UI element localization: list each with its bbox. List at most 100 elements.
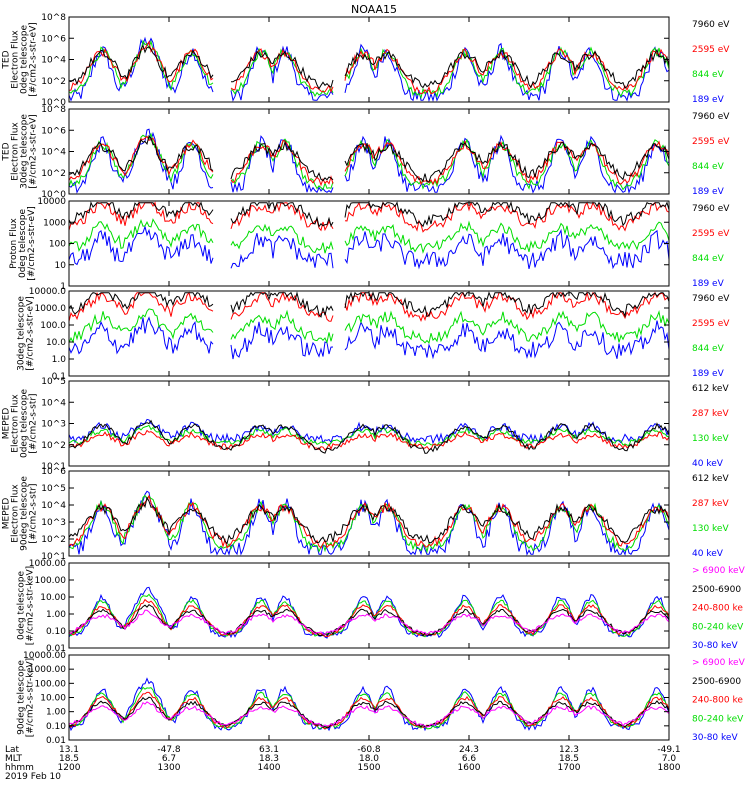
x-tick-label: 18.3 (259, 754, 279, 764)
y-axis-label: Electron Flux (11, 30, 21, 89)
plot-frame (68, 200, 670, 287)
legend-entry: 189 eV (692, 279, 725, 289)
legend-entry: 844 eV (692, 162, 725, 172)
series-line-black (68, 44, 670, 90)
y-tick-label: 1000.0 (35, 304, 67, 314)
y-tick-label: 10^6 (41, 126, 66, 136)
y-tick-label: 1000 (43, 218, 66, 228)
legend-entry: 189 eV (692, 95, 725, 105)
panel-2: 10^0 10^2 10^4 10^6 10^8 TED Electron Flux 30de… (2, 105, 731, 200)
y-axis-label: Electron Flux (11, 484, 21, 543)
y-axis-label: MEPED (2, 408, 12, 440)
legend-entry: 40 keV (692, 549, 724, 559)
y-tick-label: 0.10 (46, 627, 66, 637)
panel-1: 10^0 10^2 10^4 10^6 10^8 TED Electron Flux 0deg… (2, 13, 731, 108)
series-line-red (68, 200, 670, 233)
y-tick-label: 1 (60, 282, 66, 292)
y-tick-label: 10^1 (41, 552, 66, 562)
x-tick-label: 1800 (658, 763, 681, 773)
x-tick-label: 18.5 (559, 754, 579, 764)
legend-entry: 2500-6900 (692, 585, 741, 595)
legend-entry: 30-80 keV (692, 641, 738, 651)
y-tick-label: 10^3 (41, 518, 66, 528)
y-axis-label: [#/cm2-s-str-eV] (27, 206, 37, 281)
x-tick-label: -49.1 (657, 745, 680, 755)
y-tick-label: 0.10 (46, 722, 66, 732)
x-row-label: MLT (5, 754, 23, 764)
x-tick-label: -60.8 (357, 745, 381, 755)
y-tick-label: 1.00 (46, 708, 66, 718)
x-tick-label: 1600 (458, 763, 481, 773)
y-tick-label: 10^4 (41, 398, 66, 408)
y-tick-label: 1.0 (52, 355, 67, 365)
legend-entry: 2595 eV (692, 229, 730, 239)
series-line-blue (68, 224, 670, 270)
x-tick-label: 12.3 (559, 745, 579, 755)
legend-entry: > 6900 keV (692, 566, 746, 576)
series-line-black (68, 201, 670, 228)
y-tick-label: 10^1 (41, 462, 66, 472)
x-tick-label: 1200 (58, 763, 81, 773)
y-axis-label: [#/cm2-s-str] (29, 483, 39, 543)
y-tick-label: 10.00 (40, 694, 66, 704)
x-tick-label: 18.5 (59, 754, 79, 764)
y-axis-label: [#/cm2-s-str-eV] (26, 296, 36, 371)
legend-entry: 844 eV (692, 344, 725, 354)
y-axis-label: [#/cm2-s-str-keV] (26, 566, 36, 645)
y-axis-label: [#/cm2-s-str-eV] (29, 22, 39, 97)
y-axis-label: 90deg telescope (17, 660, 27, 735)
y-tick-label: 10^2 (41, 535, 66, 545)
legend-entry: 287 keV (692, 499, 729, 509)
x-tick-label: 1400 (258, 763, 281, 773)
y-axis-label: Electron Flux (11, 394, 21, 453)
legend-entry: 287 keV (692, 409, 729, 419)
x-axis-labels: LatMLThhmm13.118.51200-47.86.7130063.118… (5, 745, 681, 782)
x-tick-label: 18.0 (359, 754, 379, 764)
series-line-black (68, 291, 670, 318)
legend-entry: 40 keV (692, 459, 724, 469)
legend-entry: 80-240 keV (692, 714, 744, 724)
legend-entry: 2595 eV (692, 137, 730, 147)
y-tick-label: 10.00 (40, 593, 66, 603)
x-tick-label: -47.8 (157, 745, 181, 755)
x-row-label: Lat (5, 745, 20, 755)
y-tick-label: 1.00 (46, 610, 66, 620)
y-axis-label: MEPED (2, 498, 12, 530)
y-axis-label: [#/cm2-s-str] (29, 393, 39, 453)
series-line-magenta (68, 701, 670, 728)
panel-3: 1 10 100 1000 10000 Proton Flux 0deg telescope… (9, 197, 730, 292)
series-line-green (68, 686, 670, 730)
series-line-black (68, 419, 670, 454)
legend-entry: 2595 eV (692, 45, 730, 55)
y-axis-label: 0deg telescope (20, 389, 30, 459)
legend-entry: 240-800 ke (692, 696, 743, 706)
y-tick-label: 100 (49, 240, 66, 250)
legend-entry: 2500-6900 (692, 677, 741, 687)
y-axis-label: TED (2, 142, 12, 161)
y-tick-label: 10000.00 (23, 651, 66, 661)
x-row-label: hhmm (5, 763, 34, 773)
y-tick-label: 10^4 (41, 56, 66, 66)
x-tick-label: 13.1 (59, 745, 79, 755)
x-tick-label: 24.3 (459, 745, 479, 755)
legend-entry: 7960 eV (692, 204, 730, 214)
y-axis-label: 0deg telescope (17, 571, 27, 641)
legend-entry: 7960 eV (692, 112, 730, 122)
y-tick-label: 100.00 (35, 679, 67, 689)
series-line-magenta (68, 609, 670, 636)
y-axis-label: 30deg telescope (17, 296, 27, 371)
x-tick-label: 6.7 (162, 754, 176, 764)
legend-entry: 189 eV (692, 369, 725, 379)
y-tick-label: 10000.0 (29, 287, 66, 297)
y-tick-label: 10^2 (41, 77, 66, 87)
series-line-red (68, 429, 670, 451)
legend-entry: 844 eV (692, 70, 725, 80)
y-tick-label: 0.1 (52, 372, 66, 382)
y-tick-label: 10^5 (41, 377, 66, 387)
x-tick-label: 1500 (358, 763, 381, 773)
y-tick-label: 10^8 (41, 105, 66, 115)
